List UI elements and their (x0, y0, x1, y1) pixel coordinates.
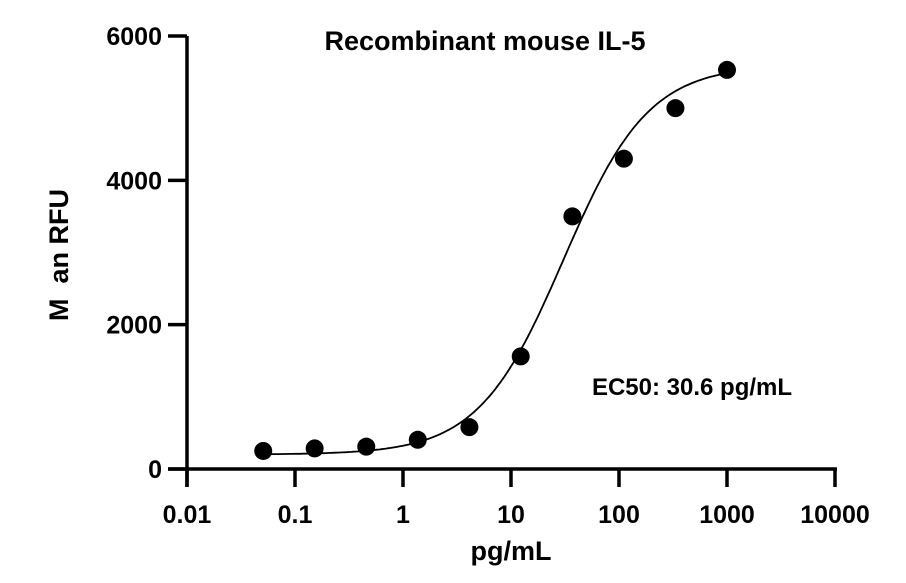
x-tick-label: 100 (598, 501, 640, 529)
y-axis-label: M an RFU (44, 189, 74, 321)
x-tick-label: 1 (396, 501, 410, 529)
y-tick-label: 6000 (106, 23, 162, 51)
data-point (511, 347, 530, 366)
data-point (305, 439, 324, 458)
fit-curve (263, 72, 728, 456)
data-point (718, 60, 736, 79)
x-tick-label: 1000 (699, 501, 755, 529)
y-tick-label: 0 (148, 456, 162, 484)
data-point (254, 441, 273, 460)
data-point (666, 99, 685, 118)
y-tick-label: 2000 (106, 312, 162, 340)
y-tick-label: 4000 (106, 167, 162, 195)
x-axis-label: pg/mL (471, 536, 552, 566)
x-tick-label: 10 (497, 501, 525, 529)
x-tick-label: 10000 (800, 501, 870, 529)
data-point (408, 430, 427, 449)
data-point (460, 418, 479, 437)
data-point (563, 207, 582, 226)
chart-title: Recombinant mouse IL-5 (324, 26, 645, 56)
x-tick-label: 0.01 (163, 501, 212, 529)
data-point (357, 437, 376, 456)
ec50-annotation: EC50: 30.6 pg/mL (592, 374, 792, 401)
data-point (614, 149, 633, 168)
x-tick-label: 0.1 (278, 501, 313, 529)
